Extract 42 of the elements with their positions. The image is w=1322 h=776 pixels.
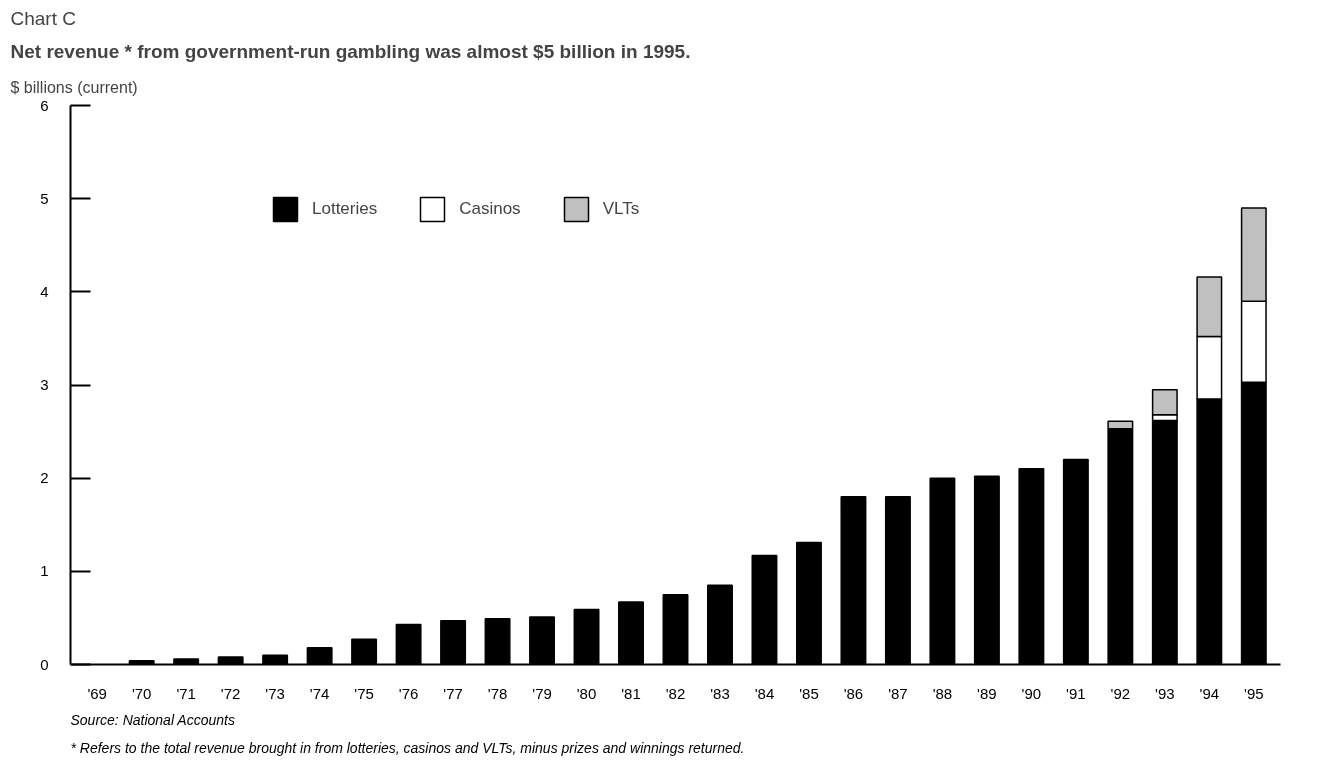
legend-label: Lotteries <box>312 199 378 219</box>
x-tick-label: '95 <box>1244 684 1264 702</box>
x-tick-label: '80 <box>576 684 597 702</box>
source-note: Source: National Accounts <box>70 711 235 728</box>
x-tick-label: '93 <box>1155 684 1175 702</box>
x-tick-label: '81 <box>621 684 641 702</box>
legend-label: VLTs <box>602 199 640 219</box>
x-tick-label: '70 <box>131 684 152 702</box>
x-tick-label: '85 <box>799 684 819 702</box>
x-tick-label: '69 <box>87 684 107 702</box>
x-tick-label: '74 <box>309 684 330 702</box>
chart-title: Chart C <box>10 7 76 29</box>
x-tick-label: '77 <box>443 684 463 702</box>
x-tick-label: '86 <box>843 684 864 702</box>
x-tick-label: '75 <box>354 684 374 702</box>
x-tick-label: '92 <box>1110 684 1131 702</box>
x-tick-label: '91 <box>1066 684 1086 702</box>
x-tick-label: '76 <box>398 684 419 702</box>
legend-label: Casinos <box>459 199 521 219</box>
x-tick-label: '90 <box>1021 684 1042 702</box>
y-tick-label: 1 <box>40 562 49 580</box>
text: * Refers to the total revenue brought in from lotteries, casinos and VLTs, minus prizes and winnings returned. <box>70 739 745 756</box>
x-tick-label: '78 <box>487 684 508 702</box>
x-tick-label: '84 <box>754 684 775 702</box>
x-tick-label: '79 <box>532 684 552 702</box>
x-tick-label: '88 <box>932 684 953 702</box>
y-tick-label: 0 <box>40 655 49 673</box>
y-tick-label: 4 <box>40 282 49 300</box>
x-tick-label: '71 <box>176 684 196 702</box>
x-tick-label: '89 <box>977 684 997 702</box>
y-tick-label: 3 <box>40 376 49 393</box>
x-tick-label: '82 <box>665 684 686 702</box>
y-tick-label: 2 <box>40 469 49 487</box>
x-tick-label: '83 <box>710 684 730 702</box>
chart-subtitle: Net revenue * from government-run gambling was almost $5 billion in 1995. <box>10 40 691 62</box>
x-tick-label: '94 <box>1199 684 1220 702</box>
y-tick-label: 6 <box>40 96 49 114</box>
y-axis-title: $ billions (current) <box>10 78 138 96</box>
x-tick-label: '73 <box>265 684 285 702</box>
x-tick-label: '72 <box>220 684 241 702</box>
y-tick-label: 5 <box>40 189 49 207</box>
x-tick-label: '87 <box>888 684 908 702</box>
